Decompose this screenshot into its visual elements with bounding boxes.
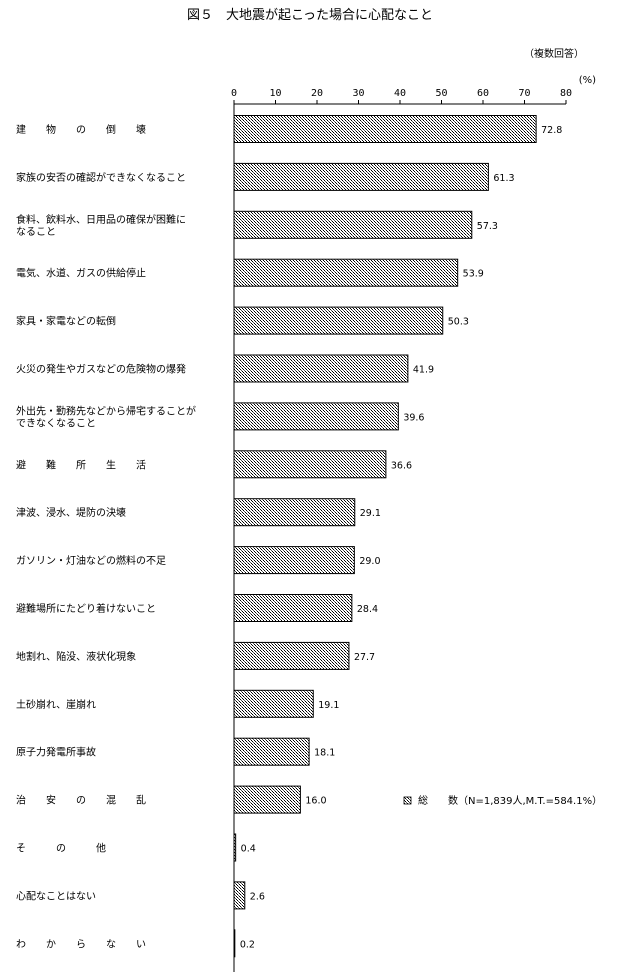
- category-labels: 建 物 の 倒 壊家族の安否の確認ができなくなること食料、飲料水、日用品の確保が…: [16, 123, 196, 950]
- data-label: 27.7: [354, 652, 375, 663]
- category-label: 外出先・勤務先などから帰宅することが: [16, 404, 196, 417]
- legend-label: 総 数（N=1,839人,M.T.=584.1%）: [418, 794, 602, 807]
- bar: [233, 210, 473, 239]
- data-label: 0.4: [241, 844, 256, 855]
- category-label: 電気、水道、ガスの供給停止: [16, 267, 146, 280]
- bar: [233, 546, 355, 575]
- bar: [233, 785, 301, 814]
- data-label: 50.3: [448, 317, 469, 328]
- category-label: 家具・家電などの転倒: [16, 315, 116, 328]
- data-label: 61.3: [493, 173, 514, 184]
- data-label: 39.6: [403, 412, 424, 423]
- x-tick-label: 40: [394, 88, 406, 99]
- data-label: 41.9: [413, 365, 434, 376]
- category-label: 津波、浸水、堤防の決壊: [16, 506, 126, 519]
- legend-swatch: [403, 796, 412, 805]
- category-label: 避 難 所 生 活: [16, 458, 146, 471]
- data-label: 53.9: [463, 269, 484, 280]
- multiple-answer-note: （複数回答）: [524, 47, 584, 60]
- bar: [233, 115, 537, 143]
- data-label: 0.2: [240, 939, 255, 950]
- data-label: 29.1: [360, 508, 381, 519]
- category-label: 火災の発生やガスなどの危険物の爆発: [16, 363, 186, 376]
- bars: [233, 115, 537, 958]
- data-label: 2.6: [250, 891, 265, 902]
- category-label: 食料、飲料水、日用品の確保が困難に: [16, 213, 186, 226]
- category-label: なること: [16, 226, 56, 238]
- category-label: 地割れ、陥没、液状化現象: [16, 650, 136, 663]
- unit-label: (%): [579, 75, 596, 86]
- x-tick-label: 0: [231, 88, 237, 99]
- x-tick-label: 30: [352, 88, 364, 99]
- data-label: 18.1: [314, 748, 335, 759]
- category-label: 原子力発電所事故: [16, 746, 96, 759]
- bar: [233, 689, 314, 718]
- bar: [233, 258, 459, 287]
- legend: 総 数（N=1,839人,M.T.=584.1%）: [403, 794, 602, 807]
- category-label: 家族の安否の確認ができなくなること: [16, 171, 186, 184]
- bar: [233, 354, 409, 383]
- data-label: 29.0: [359, 556, 380, 567]
- category-label: そ の 他: [16, 842, 106, 855]
- category-label: できなくなること: [16, 417, 96, 429]
- chart-title: 図５ 大地震が起こった場合に心配なこと: [187, 8, 433, 23]
- data-label: 16.0: [305, 796, 326, 807]
- bar: [233, 641, 350, 670]
- x-tick-label: 70: [518, 88, 530, 99]
- bar: [233, 402, 399, 431]
- category-label: ガソリン・灯油などの燃料の不足: [16, 554, 166, 567]
- bar: [233, 162, 489, 191]
- x-axis-ticks: 0 10 20 30 40 50 60 70 80: [231, 88, 572, 104]
- bar: [233, 737, 310, 766]
- data-label: 19.1: [318, 700, 339, 711]
- category-label: 土砂崩れ、崖崩れ: [16, 698, 96, 711]
- category-label: 建 物 の 倒 壊: [16, 123, 146, 136]
- bar: [233, 306, 444, 335]
- data-label: 57.3: [477, 221, 498, 232]
- data-label: 72.8: [541, 125, 562, 136]
- x-tick-label: 50: [435, 88, 447, 99]
- category-label: わ か ら な い: [16, 938, 146, 950]
- x-tick-label: 10: [269, 88, 281, 99]
- bar: [233, 881, 246, 910]
- bar: [233, 498, 356, 527]
- category-label: 治 安 の 混 乱: [16, 794, 146, 807]
- x-tick-label: 20: [311, 88, 323, 99]
- bar: [233, 450, 387, 479]
- x-tick-label: 80: [560, 88, 572, 99]
- x-tick-label: 60: [477, 88, 489, 99]
- category-label: 避難場所にたどり着けないこと: [16, 602, 156, 615]
- value-labels: 72.8 61.3 57.3 53.9 50.3 41.9 39.6 36.6 29.1 29.0…: [240, 125, 562, 950]
- bar: [233, 594, 353, 622]
- category-label: 心配なことはない: [16, 890, 96, 902]
- data-label: 28.4: [357, 604, 378, 615]
- data-label: 36.6: [391, 460, 412, 471]
